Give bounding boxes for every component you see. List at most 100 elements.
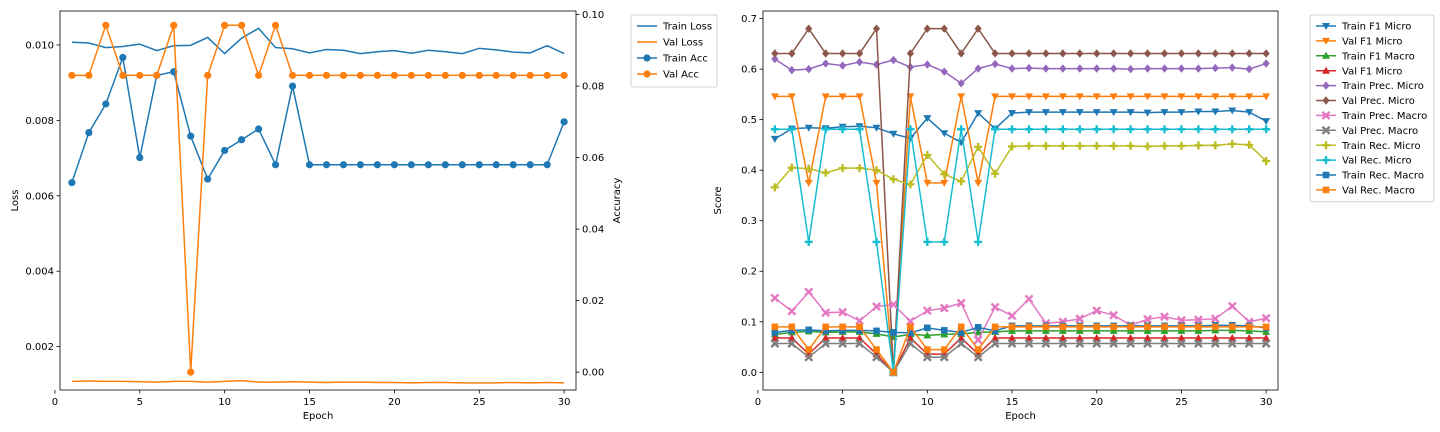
x-axis-label: Epoch [1005, 411, 1036, 422]
data-point [322, 161, 331, 169]
y-tick-label: 0.0 [741, 368, 757, 379]
data-point [1194, 125, 1203, 134]
data-point [804, 287, 814, 297]
legend-label: Val F1 Micro [1342, 37, 1402, 48]
data-point [956, 298, 966, 308]
y-tick-label: 0.008 [25, 116, 54, 127]
data-point [856, 327, 863, 334]
data-point [102, 21, 110, 29]
data-point [1160, 93, 1169, 101]
data-point [1075, 141, 1084, 150]
series-line [774, 95, 1267, 373]
data-point [119, 71, 127, 79]
data-point [1143, 49, 1152, 58]
data-point [1042, 323, 1050, 331]
data-point [991, 49, 999, 58]
data-point [1007, 311, 1017, 321]
data-point [136, 71, 144, 79]
plot-frame [59, 10, 577, 391]
data-point [1178, 323, 1185, 331]
legend-marker [1322, 23, 1330, 30]
data-point [940, 179, 949, 187]
legend-label: Val Rec. Micro [1342, 156, 1412, 167]
series-line [774, 329, 1267, 338]
data-point [1245, 140, 1254, 149]
data-point [1126, 141, 1135, 150]
data-point [1126, 326, 1135, 334]
data-point [1058, 339, 1068, 348]
data-point [1228, 139, 1237, 148]
data-point [974, 64, 982, 73]
legend-marker [1322, 156, 1330, 165]
legend: Train F1 Micro Val F1 Micro Train F1 Macro… [1309, 14, 1435, 203]
data-point [441, 71, 449, 79]
data-point [940, 330, 949, 338]
data-point [771, 49, 779, 58]
data-point [1109, 339, 1119, 348]
data-point [855, 49, 864, 58]
legend-item: Train Prec. Micro [1316, 81, 1424, 92]
data-point [839, 327, 846, 334]
data-point [906, 49, 914, 58]
data-point [1127, 64, 1135, 74]
data-point [788, 65, 796, 75]
data-point [821, 93, 830, 101]
data-point [1160, 64, 1169, 73]
data-point [509, 71, 517, 79]
data-point [441, 161, 449, 169]
data-point [1194, 93, 1203, 101]
data-point [923, 179, 932, 187]
data-point [1160, 326, 1169, 334]
data-point [1160, 109, 1169, 117]
data-point [1076, 64, 1084, 73]
data-point [458, 71, 466, 79]
data-point [805, 346, 813, 353]
data-point [560, 118, 568, 126]
legend-marker [1322, 66, 1330, 74]
data-point [940, 346, 948, 353]
legend-marker [1321, 110, 1331, 120]
data-point [1261, 313, 1271, 323]
data-point [187, 368, 195, 376]
data-point [1228, 333, 1237, 341]
data-point [889, 175, 898, 184]
data-point [822, 49, 830, 58]
x-tick-label: 25 [1175, 397, 1188, 408]
data-point [322, 71, 331, 79]
data-point [1109, 93, 1118, 101]
y-tick-label: 0.2 [741, 267, 757, 278]
data-point [872, 124, 881, 132]
legend-item: Val Prec. Macro [1316, 125, 1418, 137]
y-tick-label: 0.004 [25, 267, 54, 278]
data-point [1245, 109, 1254, 117]
data-point [787, 339, 797, 348]
data-point [872, 237, 881, 246]
data-point [560, 71, 568, 79]
legend-item: Train F1 Micro [1316, 22, 1411, 33]
data-point [1228, 49, 1236, 58]
data-point [1176, 339, 1186, 348]
data-point [1245, 49, 1253, 58]
data-point [475, 71, 483, 79]
data-point [888, 300, 898, 310]
data-point [974, 328, 983, 336]
data-point [839, 49, 847, 58]
y2-tick-label: 0.04 [582, 225, 604, 236]
data-point [288, 71, 297, 79]
data-point [923, 115, 932, 123]
data-point [68, 179, 76, 187]
data-point [1211, 141, 1220, 150]
data-point [1193, 315, 1203, 325]
data-point [407, 71, 415, 79]
data-point [1211, 333, 1220, 341]
data-point [1076, 49, 1084, 58]
legend-marker [643, 70, 651, 78]
data-point [1008, 333, 1017, 341]
data-point [1177, 93, 1186, 101]
series-line [774, 109, 1267, 144]
data-point [822, 59, 830, 68]
data-point [1092, 93, 1101, 101]
data-point [373, 71, 382, 79]
data-point [305, 161, 314, 169]
data-point [805, 326, 813, 334]
